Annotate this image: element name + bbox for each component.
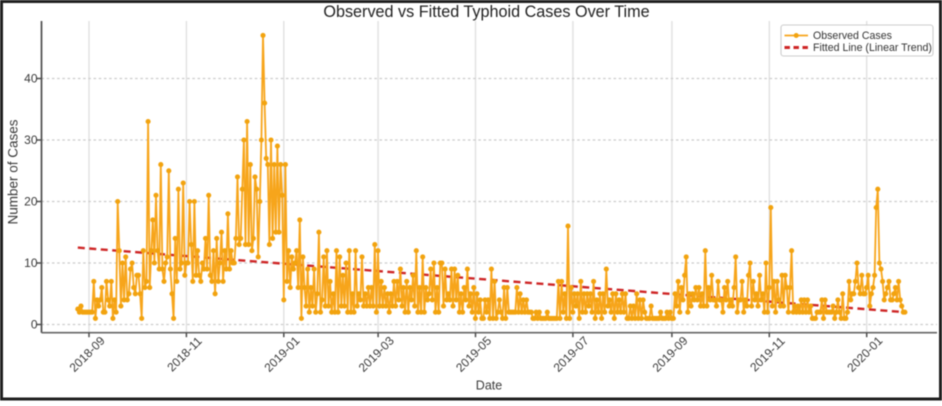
svg-text:30: 30 [24, 133, 38, 147]
svg-text:0: 0 [31, 318, 38, 332]
svg-text:40: 40 [24, 72, 38, 86]
svg-text:Number of Cases: Number of Cases [6, 119, 21, 224]
svg-text:Observed vs Fitted Typhoid Cas: Observed vs Fitted Typhoid Cases Over Ti… [323, 3, 649, 21]
svg-text:Observed Cases: Observed Cases [813, 30, 892, 42]
svg-text:Date: Date [476, 379, 502, 393]
svg-text:Fitted Line (Linear Trend): Fitted Line (Linear Trend) [813, 42, 932, 54]
svg-text:10: 10 [24, 256, 38, 270]
svg-text:20: 20 [24, 195, 38, 209]
